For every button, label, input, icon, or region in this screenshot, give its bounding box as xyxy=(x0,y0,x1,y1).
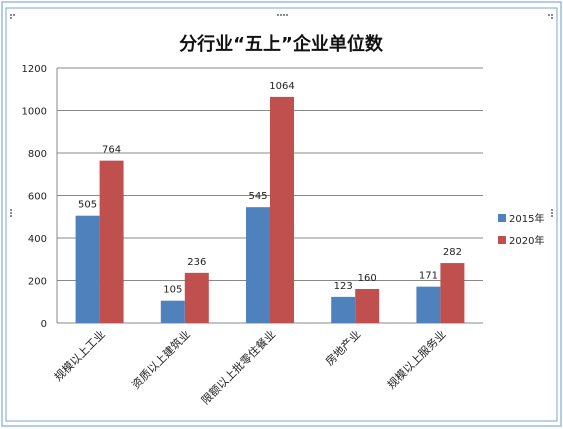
resize-handle-top[interactable] xyxy=(277,14,288,16)
y-tick-label: 1000 xyxy=(22,107,47,118)
resize-handle-corner-top-left[interactable] xyxy=(10,14,15,19)
bar-2015年-0 xyxy=(75,215,100,323)
data-label: 764 xyxy=(102,145,121,156)
data-label: 123 xyxy=(334,281,353,292)
bar-2015年-3 xyxy=(331,296,356,323)
bars-layer xyxy=(75,96,465,324)
bar-2020年-2 xyxy=(270,96,294,324)
y-tick-label: 400 xyxy=(28,234,47,245)
chart-title: 分行业“五上”企业单位数 xyxy=(179,33,384,55)
bar-2015年-4 xyxy=(416,286,441,323)
y-tick-label: 800 xyxy=(28,149,47,160)
bar-2015年-1 xyxy=(160,300,185,323)
legend-label: 2020年 xyxy=(509,234,544,247)
legend: 2015年 2020年 xyxy=(498,212,544,247)
data-label: 160 xyxy=(358,273,377,284)
legend-label: 2015年 xyxy=(509,212,544,225)
bar-2020年-0 xyxy=(99,160,124,323)
y-tick-label: 200 xyxy=(28,277,47,288)
y-tick-label: 600 xyxy=(28,192,47,203)
data-label: 171 xyxy=(419,271,438,282)
data-label: 505 xyxy=(78,200,97,211)
data-label: 1064 xyxy=(269,81,294,92)
resize-handle-corner-top-right[interactable] xyxy=(548,14,553,19)
legend-swatch xyxy=(498,236,506,244)
resize-handle-right[interactable] xyxy=(551,209,553,217)
bar-2015年-2 xyxy=(246,207,270,323)
data-label: 545 xyxy=(248,191,267,202)
y-tick-label: 1200 xyxy=(22,64,47,75)
legend-swatch xyxy=(498,214,506,222)
data-label: 236 xyxy=(187,257,206,268)
data-label: 105 xyxy=(163,285,182,296)
resize-handle-left[interactable] xyxy=(10,209,12,217)
bar-2020年-1 xyxy=(184,272,209,323)
data-label: 282 xyxy=(443,247,462,258)
bar-2020年-3 xyxy=(355,289,380,323)
y-tick-label: 0 xyxy=(41,319,47,330)
bar-2020年-4 xyxy=(440,263,465,323)
